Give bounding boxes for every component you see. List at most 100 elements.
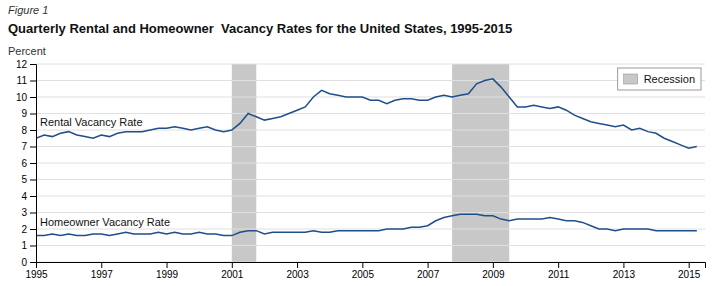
tick: 6 (21, 158, 36, 169)
tick-label: 3 (21, 207, 27, 218)
tick-mark (428, 262, 429, 268)
grid-line (36, 64, 705, 65)
tick: 2 (21, 224, 36, 235)
tick-label: 2001 (221, 269, 244, 280)
tick-label: 8 (21, 125, 27, 136)
tick-mark (558, 262, 559, 268)
tick: 2001 (221, 262, 244, 280)
tick-mark (493, 262, 494, 268)
tick: 10 (16, 92, 36, 103)
tick-mark (232, 262, 233, 268)
tick-mark (30, 196, 36, 197)
series-label: Rental Vacancy Rate (40, 116, 143, 128)
tick-label: 4 (21, 191, 27, 202)
tick-mark (167, 262, 168, 268)
chart: Figure 1 Quarterly Rental and Homeowner V… (0, 0, 719, 286)
tick-label: 10 (16, 92, 28, 103)
tick-label: 2009 (482, 269, 505, 280)
y-axis: 0123456789101112 (16, 59, 37, 268)
tick-label: 1 (21, 240, 27, 251)
lines (36, 79, 697, 236)
plot-area: 1995199719992001200320052007200920112013… (16, 59, 706, 280)
tick: 7 (21, 141, 36, 152)
tick: 2003 (286, 262, 309, 280)
tick-label: 6 (21, 158, 27, 169)
tick-mark (30, 97, 36, 98)
tick-mark (30, 262, 36, 263)
tick-label: 2011 (548, 269, 570, 280)
legend-swatch (624, 74, 638, 84)
tick: 5 (21, 174, 36, 185)
grid-line (36, 113, 705, 114)
axis-line (37, 263, 706, 269)
tick-label: 2003 (286, 269, 309, 280)
tick-label: 9 (21, 108, 27, 119)
tick: 1995 (25, 262, 48, 280)
grid-line (36, 196, 705, 197)
tick-mark (30, 213, 36, 214)
tick: 0 (21, 257, 36, 268)
tick-label: 0 (21, 257, 27, 268)
tick-label: 7 (21, 141, 27, 152)
tick: 2013 (613, 262, 636, 280)
tick-mark (30, 114, 36, 115)
tick: 11 (17, 75, 36, 86)
tick-mark (623, 262, 624, 268)
tick-mark (30, 246, 36, 247)
tick-mark (30, 64, 36, 65)
series-label: Homeowner Vacancy Rate (40, 216, 170, 228)
grid-line (36, 179, 705, 180)
tick-label: 11 (17, 75, 28, 86)
tick: 2007 (417, 262, 440, 280)
tick-mark (30, 180, 36, 181)
series-labels: Rental Vacancy Rate Homeowner Vacancy Rat… (40, 116, 170, 229)
tick: 2015 (678, 262, 701, 280)
tick-mark (30, 147, 36, 148)
tick-mark (362, 262, 363, 268)
tick-label: 2015 (678, 269, 701, 280)
legend: Recession (618, 68, 701, 90)
tick-mark (30, 81, 36, 82)
grid (36, 64, 705, 262)
tick: 1997 (91, 262, 114, 280)
tick: 8 (21, 125, 36, 136)
grid-line (36, 163, 705, 164)
y-axis-title: Percent (8, 45, 46, 57)
tick-label: 2 (21, 224, 27, 235)
tick: 1999 (156, 262, 179, 280)
tick-label: 1995 (25, 269, 48, 280)
legend-label: Recession (644, 73, 695, 85)
tick-label: 2005 (352, 269, 375, 280)
axis-line (30, 65, 37, 263)
legend-frame (618, 68, 701, 90)
title: Quarterly Rental and Homeowner Vacancy R… (8, 21, 512, 36)
tick: 3 (21, 207, 36, 218)
tick-mark (30, 130, 36, 131)
tick-mark (689, 262, 690, 268)
tick-mark (297, 262, 298, 268)
grid-line (36, 212, 705, 213)
tick: 2005 (352, 262, 375, 280)
tick-label: 1997 (91, 269, 114, 280)
grid-line (36, 146, 705, 147)
tick: 2011 (548, 262, 570, 280)
tick-label: 12 (16, 59, 28, 70)
grid-line (36, 130, 705, 131)
x-axis: 1995 1997 1999 2001 2003 2005 2007 2009 2011 2013… (25, 262, 705, 280)
tick-label: 2013 (613, 269, 636, 280)
series-line (36, 79, 697, 148)
tick-label: 5 (21, 174, 27, 185)
figure-label: Figure 1 (8, 4, 48, 16)
tick: 9 (21, 108, 36, 119)
tick: 1 (21, 240, 36, 251)
series-line (36, 214, 697, 235)
tick-mark (101, 262, 102, 268)
tick-mark (30, 229, 36, 230)
tick-mark (30, 163, 36, 164)
grid-line (36, 80, 705, 81)
grid-line (36, 97, 705, 98)
tick: 12 (16, 59, 36, 70)
tick-label: 2007 (417, 269, 440, 280)
tick: 4 (21, 191, 36, 202)
grid-line (36, 245, 705, 246)
